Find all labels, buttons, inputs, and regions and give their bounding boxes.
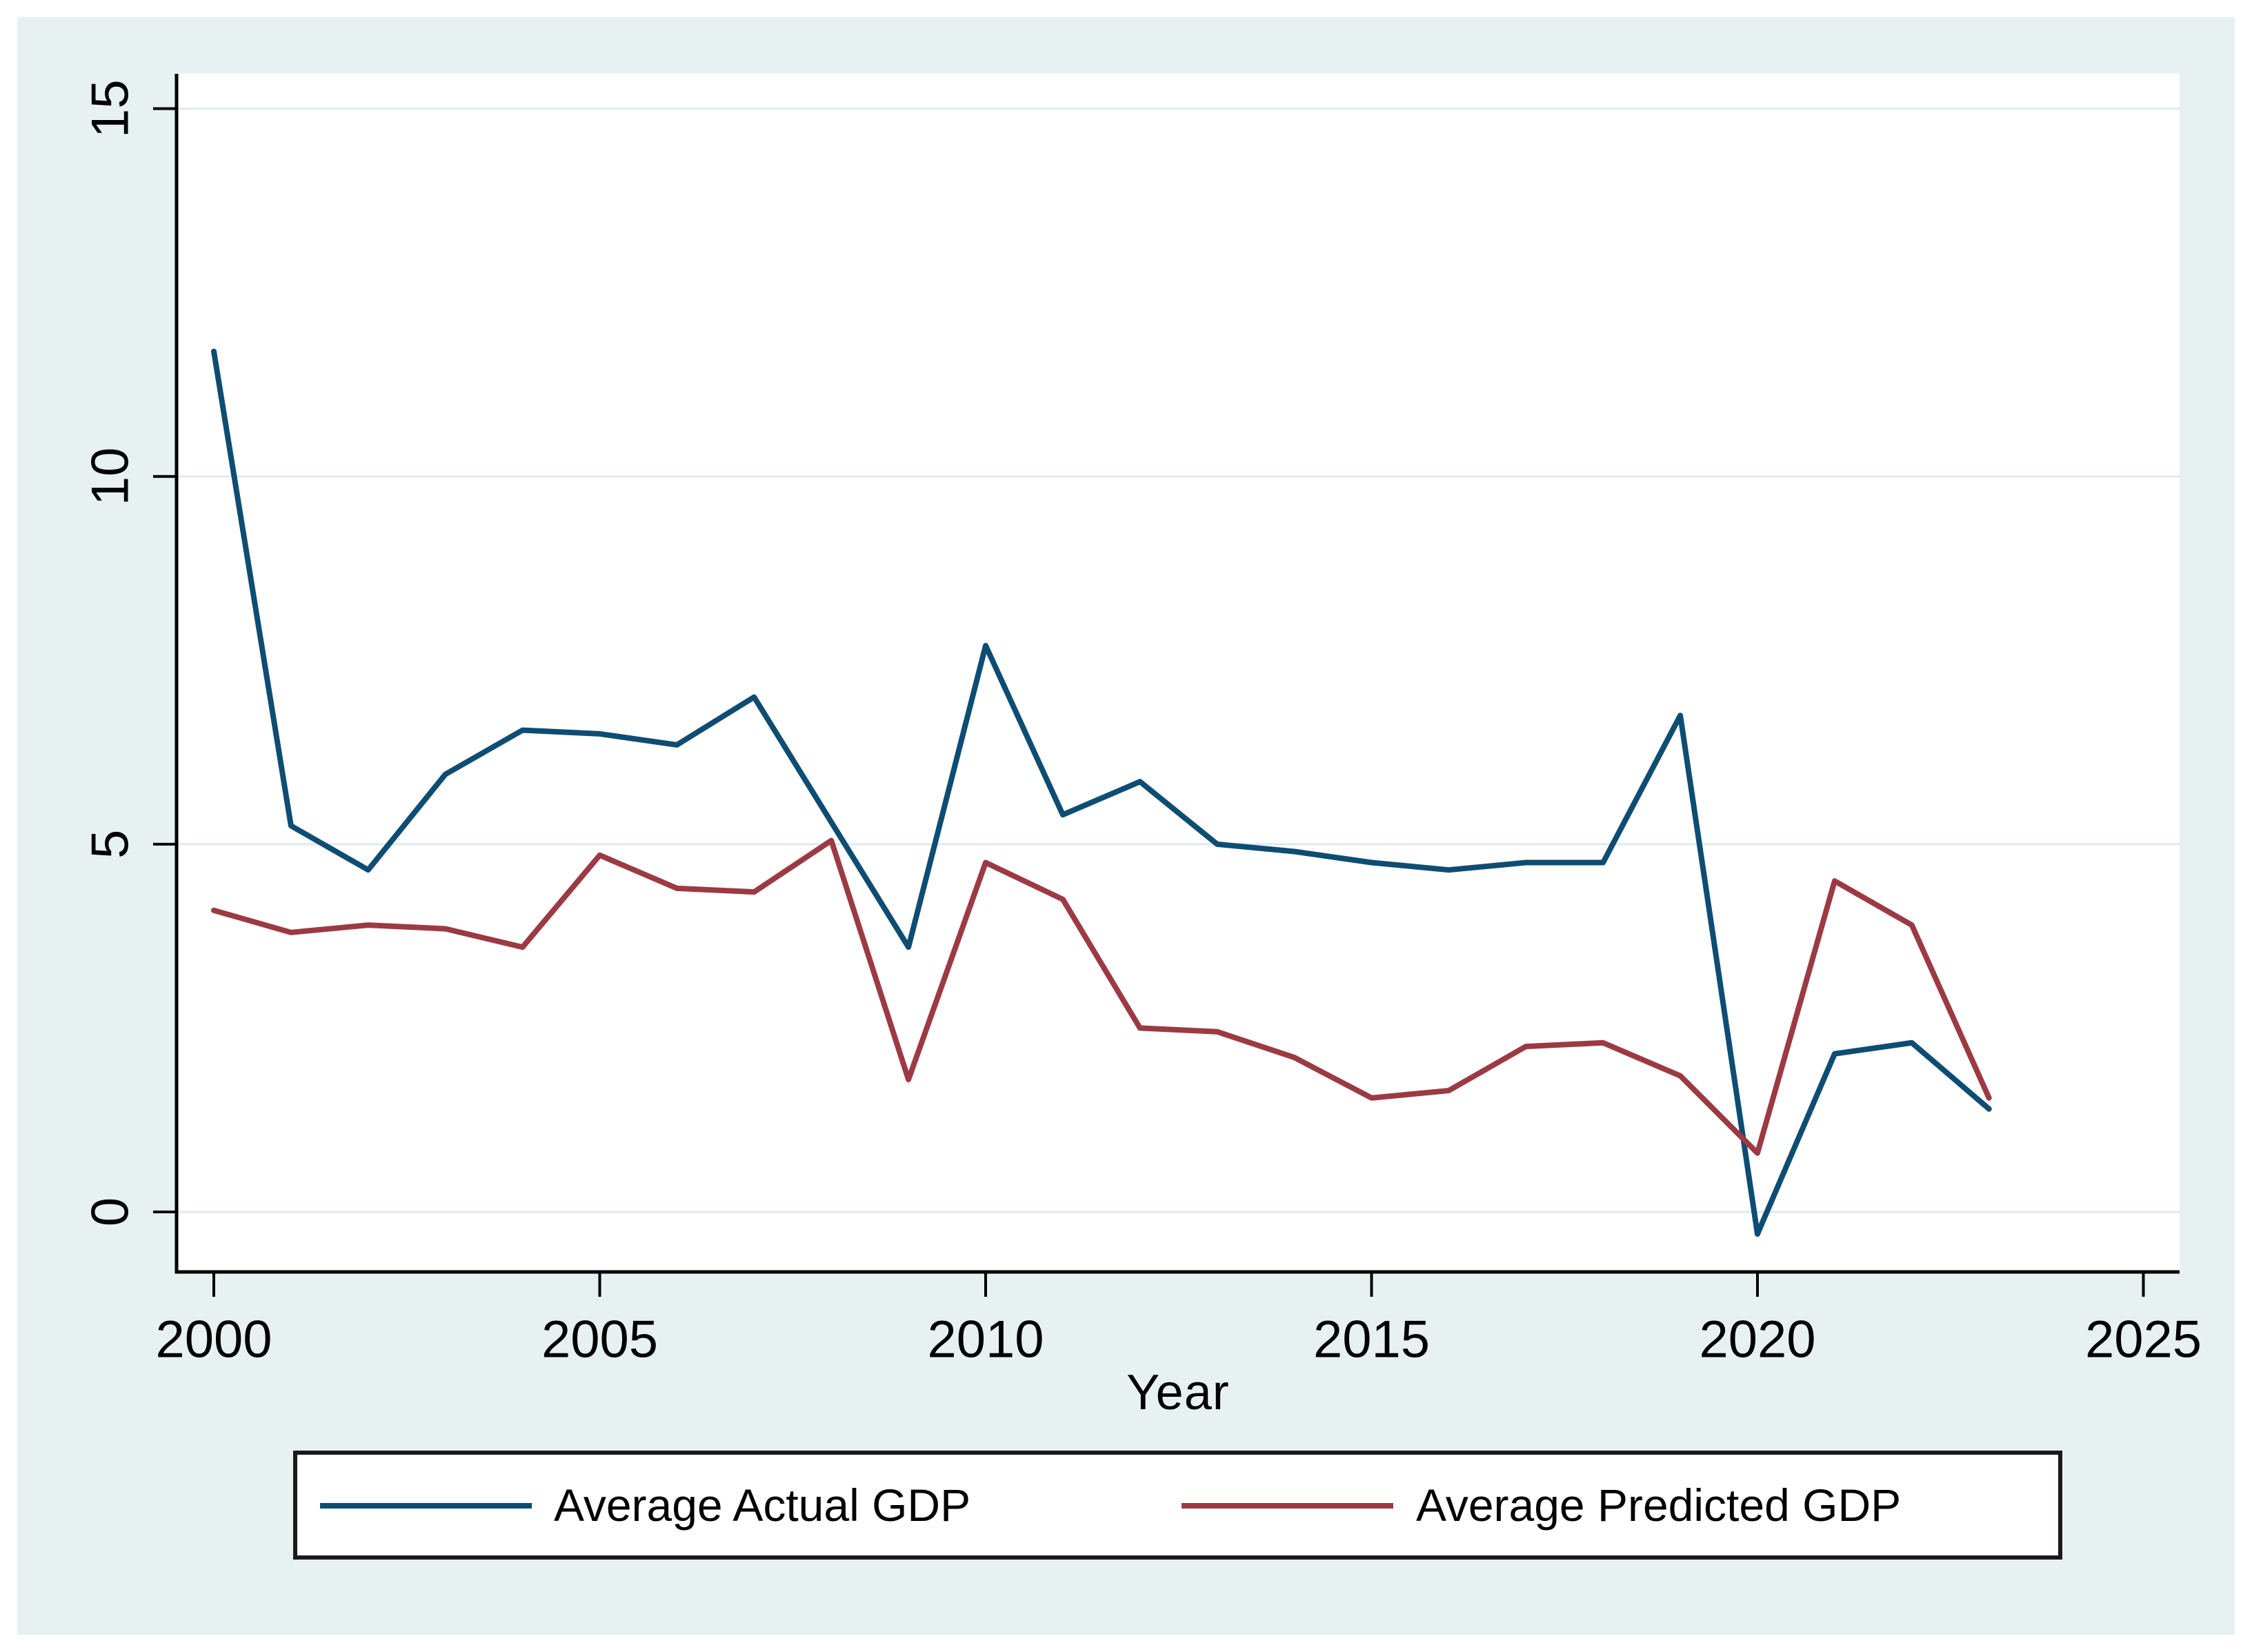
y-tick-label-15: 15 (81, 79, 140, 138)
series-line-average-predicted-gdp (211, 837, 1992, 1156)
y-tick-label-10: 10 (81, 447, 140, 506)
series-line-average-actual-gdp (211, 348, 1992, 1237)
y-tick-label-5: 5 (81, 830, 140, 859)
x-tick-label-2025: 2025 (2085, 1311, 2202, 1369)
legend: Average Actual GDP Average Predicted GDP (293, 1451, 2062, 1560)
x-tick-label-2020: 2020 (1699, 1311, 1815, 1369)
legend-label-predicted-gdp: Average Predicted GDP (1416, 1480, 1902, 1531)
plot-area (177, 74, 2180, 1272)
x-axis-title: Year (1126, 1365, 1230, 1420)
legend-swatch-actual-gdp (320, 1503, 532, 1509)
legend-label-actual-gdp: Average Actual GDP (554, 1480, 971, 1531)
x-tick-label-2000: 2000 (155, 1311, 272, 1369)
x-tick-label-2015: 2015 (1313, 1311, 1430, 1369)
x-tick-label-2010: 2010 (927, 1311, 1044, 1369)
x-tick-label-2005: 2005 (541, 1311, 658, 1369)
legend-swatch-predicted-gdp (1182, 1503, 1393, 1509)
y-tick-label-0: 0 (81, 1197, 140, 1226)
